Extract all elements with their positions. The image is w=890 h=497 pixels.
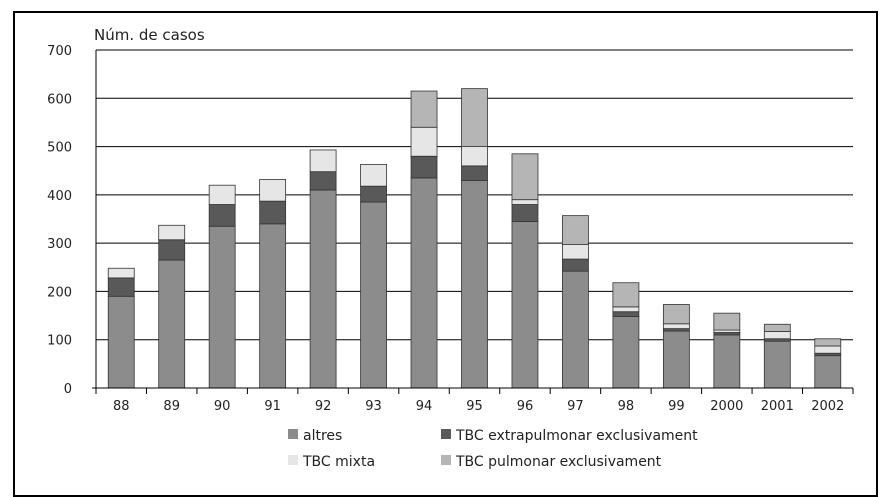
bar-segment-tbc-mixta [259, 179, 287, 202]
bar-segment-tbc-mixta [612, 306, 640, 313]
bar-segment-altres [562, 270, 589, 389]
bar-segment-tbc-mixta [763, 331, 791, 340]
bar-segment-tbc-pulmonar-exclusivament [461, 88, 488, 147]
bar-segment-tbc-extrapulmonar-exclusivament [360, 185, 387, 203]
bar-segment-tbc-mixta [814, 345, 842, 354]
bar-segment-tbc-extrapulmonar-exclusivament [562, 258, 589, 272]
bar-segment-tbc-pulmonar-exclusivament [713, 312, 741, 331]
bar-segment-tbc-extrapulmonar-exclusivament [511, 204, 539, 222]
bar-segment-altres [208, 225, 236, 389]
y-tick-label: 500 [47, 141, 72, 156]
bar-segment-tbc-extrapulmonar-exclusivament [612, 311, 640, 317]
bar-segment-tbc-mixta [562, 244, 589, 260]
legend-label: altres [303, 428, 342, 444]
x-tick-label: 98 [618, 399, 635, 414]
x-tick-label: 2000 [710, 399, 743, 414]
bar-segment-tbc-mixta [461, 146, 488, 167]
y-tick-label: 300 [47, 237, 72, 252]
bar-segment-tbc-pulmonar-exclusivament [410, 90, 438, 128]
x-tick-label: 89 [163, 399, 180, 414]
bar-segment-tbc-mixta [158, 224, 186, 241]
bar-segment-altres [309, 189, 337, 389]
bar-segment-tbc-mixta [107, 267, 135, 279]
bar-segment-tbc-mixta [360, 164, 387, 187]
bar-segment-tbc-extrapulmonar-exclusivament [208, 204, 236, 227]
bar-segment-altres [259, 223, 287, 389]
y-tick-label: 700 [47, 44, 72, 59]
legend-swatch [288, 455, 298, 465]
bar-segment-tbc-mixta [208, 184, 236, 205]
bar-segment-altres [814, 355, 842, 389]
legend-swatch [441, 429, 451, 439]
axes: 0 100 200 300 400 500 600 700 88 89 90 91 92 93 94 95 96… [47, 44, 854, 414]
bar-segment-tbc-extrapulmonar-exclusivament [158, 239, 186, 261]
x-tick-label: 95 [466, 399, 483, 414]
bar-segment-tbc-extrapulmonar-exclusivament [259, 200, 287, 225]
bar-segment-altres [763, 340, 791, 389]
y-tick-label: 400 [47, 189, 72, 204]
bar-segment-altres [158, 259, 186, 389]
x-tick-label: 91 [264, 399, 281, 414]
x-tick-label: 2002 [811, 399, 844, 414]
bar-segment-tbc-mixta [410, 126, 438, 157]
y-tick-label: 0 [64, 382, 72, 397]
x-tick-label: 88 [113, 399, 130, 414]
bar-segment-tbc-pulmonar-exclusivament [511, 153, 539, 201]
bar-segment-tbc-extrapulmonar-exclusivament [410, 155, 438, 179]
legend-swatch [441, 455, 451, 465]
x-tick-label: 90 [214, 399, 231, 414]
bar-segment-altres [511, 221, 539, 389]
y-tick-label: 100 [47, 334, 72, 349]
x-tick-label: 96 [517, 399, 534, 414]
bar-segment-tbc-pulmonar-exclusivament [562, 215, 589, 245]
legend-label: TBC mixta [302, 454, 375, 470]
bar-segment-tbc-mixta [662, 323, 690, 330]
y-axis-label: Núm. de casos [94, 26, 205, 44]
bar-segment-tbc-pulmonar-exclusivament [612, 282, 640, 308]
bar-segment-tbc-mixta [309, 149, 337, 173]
legend-label: TBC extrapulmonar exclusivament [455, 428, 698, 444]
bar-segment-tbc-extrapulmonar-exclusivament [461, 165, 488, 181]
legend-label: TBC pulmonar exclusivament [455, 454, 662, 470]
bar-segment-altres [662, 330, 690, 389]
x-tick-label: 92 [315, 399, 332, 414]
bar-segment-tbc-extrapulmonar-exclusivament [309, 171, 337, 191]
legend-swatch [288, 429, 298, 439]
y-tick-label: 600 [47, 92, 72, 107]
chart-frame [13, 11, 878, 497]
bars [107, 88, 842, 389]
x-tick-label: 93 [365, 399, 382, 414]
x-tick-label: 97 [567, 399, 584, 414]
bar-segment-tbc-mixta [511, 199, 539, 205]
bar-segment-tbc-pulmonar-exclusivament [814, 338, 842, 347]
bar-segment-tbc-pulmonar-exclusivament [662, 304, 690, 325]
bar-segment-tbc-extrapulmonar-exclusivament [107, 277, 135, 297]
bar-segment-altres [612, 316, 640, 389]
bar-segment-tbc-pulmonar-exclusivament [763, 323, 791, 332]
legend: altres TBC extrapulmonar exclusivament TBC… [288, 428, 698, 470]
bar-segment-altres [107, 295, 135, 389]
bar-segment-altres [461, 179, 488, 389]
x-tick-label: 99 [668, 399, 685, 414]
y-tick-label: 200 [47, 285, 72, 300]
x-tick-label: 94 [416, 399, 433, 414]
x-tick-label: 2001 [761, 399, 794, 414]
bar-segment-altres [713, 334, 741, 389]
bar-segment-altres [360, 201, 387, 389]
bar-segment-altres [410, 177, 438, 389]
tuberculosis-cases-chart: Núm. de casos 0 100 200 300 400 500 600 700 88 89… [47, 26, 854, 470]
